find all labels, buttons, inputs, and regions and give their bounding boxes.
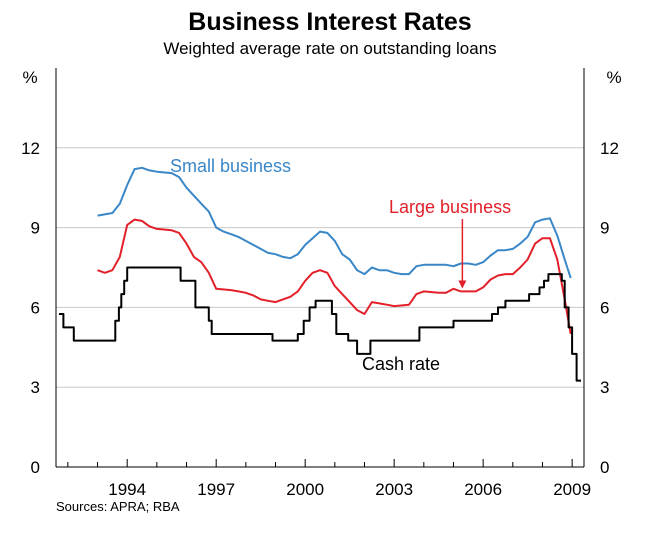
y-tick-left-9: 9 bbox=[31, 219, 40, 238]
x-tick-label-2000: 2000 bbox=[286, 480, 324, 499]
right-unit-label: % bbox=[606, 68, 621, 87]
large-business-arrow bbox=[458, 219, 467, 289]
source-note: Sources: APRA; RBA bbox=[56, 499, 180, 514]
arrow-head bbox=[458, 280, 467, 289]
y-tick-left-6: 6 bbox=[31, 298, 40, 317]
x-tick-label-2009: 2009 bbox=[553, 480, 591, 499]
y-tick-left-12: 12 bbox=[21, 139, 40, 158]
large_business-line bbox=[97, 218, 572, 335]
x-tick-label-1997: 1997 bbox=[197, 480, 235, 499]
large-business-label: Large business bbox=[389, 197, 511, 217]
cash_rate-line bbox=[59, 266, 581, 382]
series-lines bbox=[59, 166, 581, 382]
left-unit-label: % bbox=[22, 68, 37, 87]
chart-title: Business Interest Rates bbox=[188, 8, 471, 36]
tick-labels: 0 0 3 3 6 6 9 9 12 12 1994 1997 2000 2003 2006 2009 bbox=[21, 139, 619, 499]
y-tick-left-0: 0 bbox=[31, 458, 40, 477]
y-tick-right-12: 12 bbox=[600, 139, 619, 158]
small_business-line bbox=[97, 166, 572, 279]
y-tick-right-6: 6 bbox=[600, 298, 609, 317]
y-tick-right-3: 3 bbox=[600, 378, 609, 397]
chart-subtitle: Weighted average rate on outstanding loa… bbox=[163, 39, 496, 58]
cash-rate-label: Cash rate bbox=[362, 354, 440, 374]
x-tick-label-2003: 2003 bbox=[375, 480, 413, 499]
x-tick-label-2006: 2006 bbox=[464, 480, 502, 499]
gridlines bbox=[56, 147, 584, 388]
y-tick-left-3: 3 bbox=[31, 378, 40, 397]
small-business-label: Small business bbox=[170, 156, 291, 176]
x-tick-label-1994: 1994 bbox=[108, 480, 146, 499]
axes bbox=[55, 68, 585, 468]
y-tick-right-9: 9 bbox=[600, 219, 609, 238]
y-tick-right-0: 0 bbox=[600, 458, 609, 477]
